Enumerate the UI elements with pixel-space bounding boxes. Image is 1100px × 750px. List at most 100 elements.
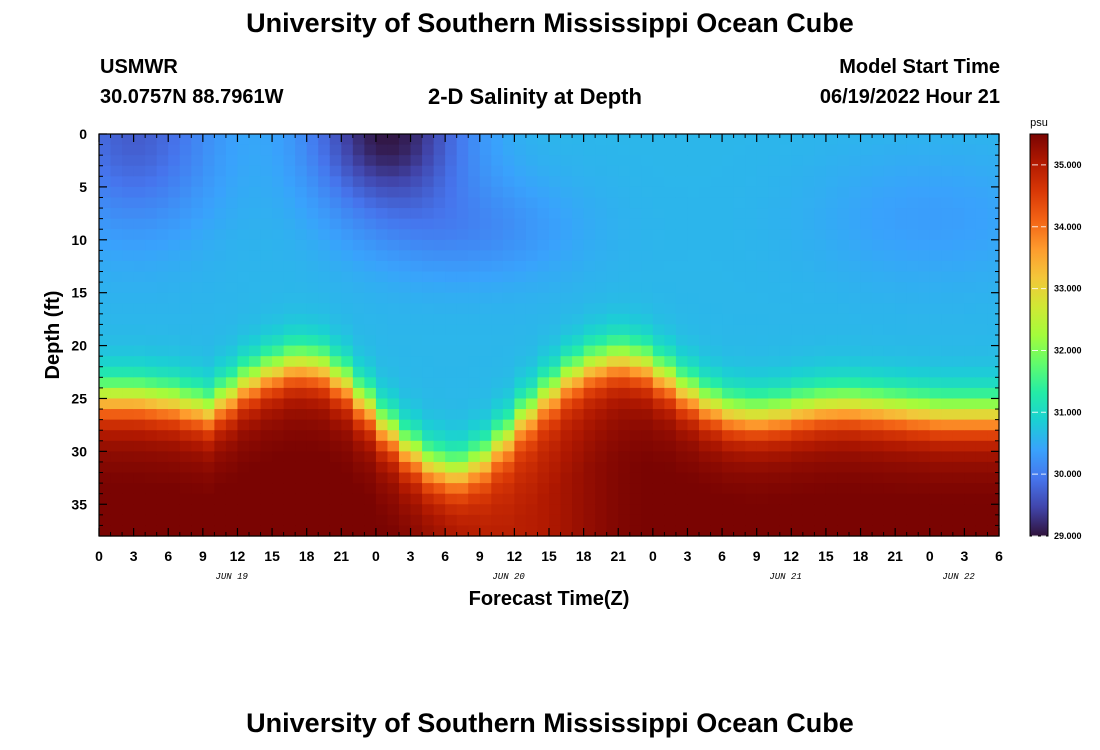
heatmap-cell xyxy=(745,208,758,220)
heatmap-cell xyxy=(837,292,850,304)
heatmap-cell xyxy=(99,218,112,230)
heatmap-cell xyxy=(606,335,619,347)
heatmap-cell xyxy=(745,271,758,283)
heatmap-cell xyxy=(710,419,723,431)
heatmap-cell xyxy=(318,292,331,304)
heatmap-cell xyxy=(814,356,827,368)
heatmap-cell xyxy=(306,377,319,389)
heatmap-cell xyxy=(952,324,965,336)
heatmap-cell xyxy=(779,440,792,452)
heatmap-cell xyxy=(860,419,873,431)
heatmap-cell xyxy=(249,260,262,273)
heatmap-cell xyxy=(860,218,873,230)
heatmap-cell xyxy=(260,239,273,251)
heatmap-cell xyxy=(987,165,1000,177)
heatmap-cell xyxy=(975,176,989,188)
heatmap-cell xyxy=(179,292,192,304)
heatmap-cell xyxy=(364,165,377,177)
heatmap-cell xyxy=(375,165,389,177)
heatmap-cell xyxy=(318,525,331,537)
heatmap-cell xyxy=(387,186,400,199)
heatmap-cell xyxy=(191,208,204,220)
heatmap-cell xyxy=(318,176,331,188)
heatmap-cell xyxy=(237,335,250,347)
heatmap-cell xyxy=(687,377,700,389)
heatmap-cell xyxy=(214,430,227,442)
heatmap-cell xyxy=(802,514,815,527)
heatmap-cell xyxy=(583,493,596,505)
heatmap-cell xyxy=(387,472,400,484)
heatmap-cell xyxy=(318,504,331,516)
heatmap-cell xyxy=(883,303,896,315)
heatmap-cell xyxy=(468,197,481,209)
heatmap-cell xyxy=(399,134,412,146)
heatmap-cell xyxy=(768,409,781,421)
heatmap-cell xyxy=(929,461,942,474)
day-label: JUN 22 xyxy=(942,572,975,582)
heatmap-cell xyxy=(791,229,804,241)
heatmap-cell xyxy=(468,144,481,156)
heatmap-cell xyxy=(629,345,642,357)
heatmap-cell xyxy=(652,324,665,336)
heatmap-cell xyxy=(514,493,527,505)
heatmap-cell xyxy=(814,483,827,495)
heatmap-cell xyxy=(225,440,239,452)
heatmap-cell xyxy=(779,313,792,326)
heatmap-cell xyxy=(941,461,954,474)
heatmap-cell xyxy=(502,514,515,527)
heatmap-cell xyxy=(975,493,989,505)
heatmap-cell xyxy=(191,398,204,410)
heatmap-cell xyxy=(733,472,746,484)
heatmap-cell xyxy=(341,419,354,431)
heatmap-cell xyxy=(295,250,308,262)
heatmap-cell xyxy=(572,419,585,431)
heatmap-cell xyxy=(825,282,839,294)
heatmap-cell xyxy=(733,525,746,537)
heatmap-cell xyxy=(283,430,296,442)
heatmap-cell xyxy=(560,155,573,167)
heatmap-cell xyxy=(191,451,204,463)
heatmap-cell xyxy=(652,239,665,251)
heatmap-cell xyxy=(883,313,896,326)
heatmap-cell xyxy=(895,271,908,283)
heatmap-cell xyxy=(341,366,354,378)
heatmap-cell xyxy=(341,387,354,400)
heatmap-cell xyxy=(710,409,723,421)
heatmap-cell xyxy=(722,250,735,262)
heatmap-cell xyxy=(122,218,135,230)
heatmap-cell xyxy=(145,250,158,262)
heatmap-cell xyxy=(756,313,769,326)
heatmap-cell xyxy=(422,356,435,368)
heatmap-cell xyxy=(375,239,389,251)
heatmap-cell xyxy=(918,514,931,527)
heatmap-cell xyxy=(975,345,989,357)
heatmap-cell xyxy=(191,366,204,378)
heatmap-cell xyxy=(699,229,712,241)
heatmap-cell xyxy=(595,483,608,495)
heatmap-cell xyxy=(572,282,585,294)
heatmap-cell xyxy=(329,366,342,378)
heatmap-cell xyxy=(272,525,285,537)
heatmap-cell xyxy=(433,303,446,315)
heatmap-cell xyxy=(906,398,919,410)
heatmap-cell xyxy=(595,282,608,294)
footer-title: University of Southern Mississippi Ocean… xyxy=(246,708,854,738)
heatmap-cell xyxy=(560,282,573,294)
heatmap-cell xyxy=(606,313,619,326)
heatmap-cell xyxy=(872,324,885,336)
heatmap-cell xyxy=(422,504,435,516)
heatmap-cell xyxy=(825,387,839,400)
heatmap-cell xyxy=(929,324,942,336)
heatmap-cell xyxy=(375,186,389,199)
heatmap-cell xyxy=(964,514,977,527)
heatmap-cell xyxy=(110,387,123,400)
heatmap-cell xyxy=(410,335,423,347)
heatmap-cell xyxy=(779,335,792,347)
heatmap-cell xyxy=(272,260,285,273)
heatmap-cell xyxy=(410,419,423,431)
heatmap-cell xyxy=(560,250,573,262)
heatmap-cell xyxy=(606,461,619,474)
heatmap-cell xyxy=(422,260,435,273)
heatmap-cell xyxy=(883,345,896,357)
heatmap-cell xyxy=(214,218,227,230)
